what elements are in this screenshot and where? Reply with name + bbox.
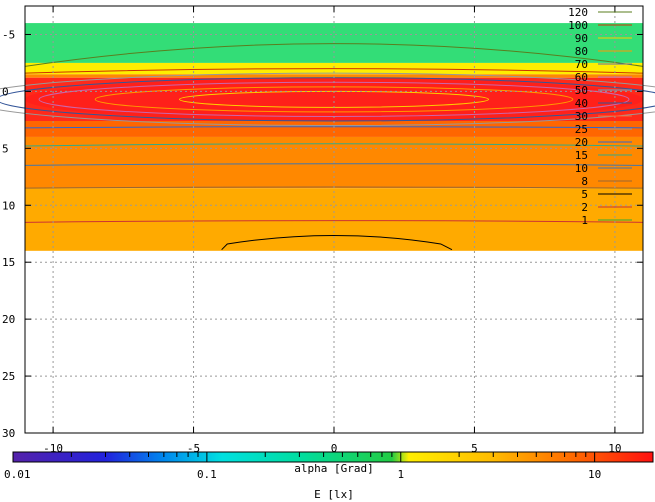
legend-label: 8 — [581, 175, 588, 188]
contour-line — [24, 220, 644, 223]
heat-core — [25, 77, 643, 122]
contour-line — [221, 234, 453, 251]
x-tick-label: 5 — [471, 442, 478, 455]
legend-label: 100 — [568, 19, 588, 32]
y-tick-label: 30 — [2, 427, 15, 440]
x-axis-label: alpha [Grad] — [294, 462, 373, 475]
heat-band — [25, 188, 643, 251]
contour-line — [0, 72, 655, 127]
legend-label: 5 — [581, 188, 588, 201]
heatmap-fill — [25, 23, 643, 251]
colorbar: 0.01 0.1 1 10 — [4, 451, 654, 481]
legend-label: 50 — [575, 84, 588, 97]
colorbar-tick-label: 10 — [588, 468, 601, 481]
legend-label: 120 — [568, 6, 588, 19]
legend-label: 20 — [575, 136, 588, 149]
colorbar-tick-label: 0.1 — [197, 468, 217, 481]
x-tick-label: 0 — [331, 442, 338, 455]
grid-lines — [25, 6, 643, 434]
legend-label: 15 — [575, 149, 588, 162]
y-tick-label: 25 — [2, 370, 15, 383]
y-tick-label: 5 — [2, 142, 9, 155]
legend-label: 90 — [575, 32, 588, 45]
legend-label: 70 — [575, 58, 588, 71]
legend-label: 25 — [575, 123, 588, 136]
heat-band — [25, 121, 643, 137]
y-tick-label: 0 — [2, 85, 9, 98]
legend-label: 60 — [575, 71, 588, 84]
legend-label: 80 — [575, 45, 588, 58]
colorbar-label: E [lx] — [314, 488, 354, 501]
y-tick-label: 20 — [2, 313, 15, 326]
legend-label: 40 — [575, 97, 588, 110]
legend-label: 2 — [581, 201, 588, 214]
contour-line — [24, 163, 644, 166]
y-tick-label: 10 — [2, 199, 15, 212]
contour-line — [24, 143, 644, 147]
contour-line — [24, 43, 644, 67]
contour-line — [24, 68, 644, 74]
colorbar-tick-label: 0.01 — [4, 468, 31, 481]
y-tick-label: -5 — [2, 28, 15, 41]
legend-label: 1 — [581, 214, 588, 227]
y-tick-label: 15 — [2, 256, 15, 269]
colorbar-gradient — [12, 451, 654, 463]
legend-label: 30 — [575, 110, 588, 123]
colorbar-tick-label: 1 — [397, 468, 404, 481]
legend-label: 10 — [575, 162, 588, 175]
